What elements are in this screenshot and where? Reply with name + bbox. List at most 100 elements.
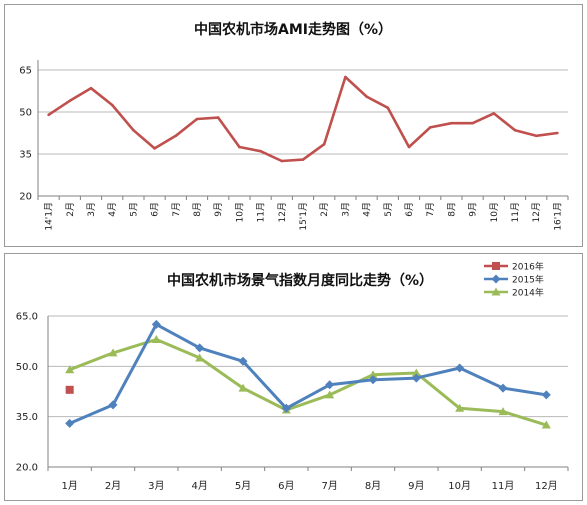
marker-diamond <box>65 418 75 428</box>
data-point <box>471 121 474 125</box>
marker-square <box>65 385 74 394</box>
x-tick-label: 9月 <box>468 202 479 217</box>
data-point <box>174 134 178 138</box>
x-tick-label: 8月 <box>192 202 203 217</box>
data-point <box>132 128 135 132</box>
x-tick-label: 11月 <box>256 202 267 222</box>
y-tick-label: 65.0 <box>16 312 38 323</box>
x-tick-label: 7月 <box>425 202 436 217</box>
data-point <box>110 103 114 107</box>
x-tick-label: 5月 <box>235 480 251 492</box>
marker-triangle <box>325 390 335 399</box>
marker-triangle <box>151 334 161 343</box>
ami-trend-chart-panel <box>4 4 583 247</box>
marker-triangle <box>491 287 501 296</box>
data-point <box>195 117 199 121</box>
series-line <box>69 338 547 427</box>
marker-diamond <box>108 400 118 410</box>
x-tick-label: 6月 <box>278 480 294 492</box>
marker-triangle <box>411 368 421 377</box>
x-tick-label: 2月 <box>105 480 121 492</box>
legend-label: 2015年 <box>512 274 544 286</box>
chart-title-ami: 中国农机市场AMI走势图（%） <box>194 21 392 38</box>
legend-label: 2014年 <box>512 287 544 299</box>
series-line-ami <box>47 75 558 163</box>
marker-diamond <box>491 274 501 284</box>
marker-diamond <box>541 390 551 400</box>
chart-title-prosperity: 中国农机市场景气指数月度同比走势（%） <box>167 272 433 289</box>
x-tick-label: 7月 <box>171 202 182 217</box>
marker-triangle <box>498 407 508 416</box>
marker-diamond <box>368 375 378 385</box>
data-point <box>344 75 347 79</box>
marker-diamond <box>455 363 465 373</box>
x-tick-label: 5月 <box>383 202 394 217</box>
data-point <box>407 145 411 149</box>
marker-triangle <box>65 365 75 374</box>
data-point <box>259 149 262 153</box>
marker-diamond <box>238 356 248 366</box>
marker-triangle <box>108 348 118 357</box>
x-tick-label: 4月 <box>362 202 373 217</box>
x-tick-label: 11月 <box>510 202 521 222</box>
x-tick-label: 16'1月 <box>552 202 563 231</box>
y-tick-label: 35 <box>19 150 32 161</box>
data-point <box>280 159 284 163</box>
y-tick-label: 35.0 <box>16 412 38 423</box>
marker-diamond <box>498 383 508 393</box>
marker-diamond <box>281 403 291 413</box>
x-tick-label: 15'1月 <box>298 202 309 231</box>
y-tick-label: 20.0 <box>16 463 38 474</box>
marker-diamond <box>411 373 421 383</box>
marker-triangle <box>238 383 248 392</box>
data-point <box>492 112 496 115</box>
x-tick-label: 8月 <box>365 480 381 492</box>
y-tick-label: 50 <box>19 108 32 119</box>
x-tick-label: 4月 <box>107 202 118 217</box>
x-tick-label: 5月 <box>128 202 139 217</box>
data-point <box>556 131 559 135</box>
x-tick-label: 1月 <box>61 480 77 492</box>
data-point <box>513 128 517 132</box>
y-tick-label: 20 <box>19 192 32 203</box>
data-point <box>386 106 390 110</box>
marker-square <box>492 262 500 270</box>
marker-diamond <box>195 343 205 353</box>
marker-diamond <box>325 380 335 390</box>
data-point <box>47 113 50 117</box>
data-point <box>68 99 72 103</box>
marker-triangle <box>541 420 551 429</box>
x-tick-label: 11月 <box>492 480 515 492</box>
data-point <box>89 86 93 90</box>
x-tick-label: 3月 <box>86 202 97 217</box>
data-point <box>153 147 156 150</box>
series-line <box>69 322 547 425</box>
x-tick-label: 3月 <box>148 480 164 492</box>
data-point <box>238 145 241 149</box>
x-tick-label: 7月 <box>321 480 337 492</box>
marker-triangle <box>195 353 205 362</box>
x-tick-label: 4月 <box>191 480 207 492</box>
data-point <box>450 121 453 125</box>
x-tick-label: 14'1月 <box>44 202 55 231</box>
x-tick-label: 3月 <box>340 202 351 217</box>
x-tick-label: 12月 <box>531 202 542 222</box>
prosperity-index-chart-panel <box>4 253 583 501</box>
x-tick-label: 2月 <box>319 202 330 217</box>
legend-label: 2016年 <box>512 261 544 273</box>
data-point <box>365 95 368 98</box>
y-tick-label: 65 <box>19 66 32 77</box>
x-tick-label: 10月 <box>489 202 500 222</box>
data-point <box>534 134 538 138</box>
y-tick-label: 50.0 <box>16 362 38 373</box>
data-point <box>428 126 432 129</box>
x-tick-label: 9月 <box>408 480 424 492</box>
data-point <box>301 158 305 161</box>
x-tick-label: 6月 <box>404 202 415 217</box>
x-tick-label: 6月 <box>150 202 161 217</box>
marker-diamond <box>151 319 161 329</box>
x-tick-label: 12月 <box>277 202 288 222</box>
marker-triangle <box>368 370 378 379</box>
data-point <box>322 142 326 146</box>
